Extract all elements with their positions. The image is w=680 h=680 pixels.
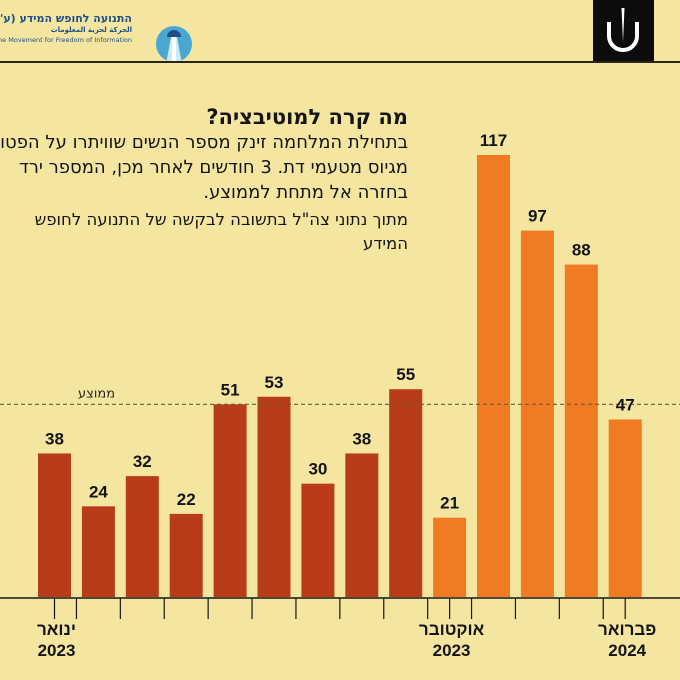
value-label-11: 97: [528, 207, 547, 226]
value-label-10: 117: [480, 131, 507, 150]
lighthouse-lamp-icon: [156, 26, 192, 62]
organization-logo: התנועה לחופש המידע (ע"ר) الحركة لحرية ال…: [0, 12, 192, 62]
value-label-3: 22: [177, 490, 196, 509]
header-divider: [0, 61, 680, 63]
value-label-7: 38: [352, 429, 371, 448]
text-panel: מה קרה למוטיבציה? בתחילת המלחמה זינק מספ…: [0, 104, 408, 256]
value-label-4: 51: [221, 380, 240, 399]
value-label-1: 24: [89, 482, 108, 501]
brand-logo: [593, 0, 654, 62]
source-text: מתוך נתוני צה"ל בתשובה לבקשה של התנועה ל…: [34, 210, 408, 253]
bar-10: [477, 155, 510, 597]
bar-12: [564, 264, 598, 597]
bar-8: [389, 389, 423, 597]
bar-3: [169, 513, 203, 597]
value-label-13: 47: [616, 395, 635, 414]
shin-logo-icon: [607, 8, 639, 52]
value-label-0: 38: [45, 429, 64, 448]
bar-9: [433, 517, 467, 597]
x-axis-month-label-1: אוקטובר: [419, 620, 485, 639]
value-label-5: 53: [265, 373, 284, 392]
headline: מה קרה למוטיבציה?: [206, 105, 408, 129]
bar-7: [345, 453, 379, 597]
logo-name-arabic: الحركة لحرية المعلومات: [50, 26, 132, 34]
bar-5: [257, 396, 291, 597]
body-text: בתחילת המלחמה זינק מספר הנשים שוויתרו על…: [0, 132, 408, 203]
value-label-12: 88: [572, 241, 591, 260]
x-axis-year-label-0: 2023: [38, 641, 76, 660]
value-label-8: 55: [396, 365, 415, 384]
bar-6: [301, 483, 335, 597]
x-axis-year-label-2: 2024: [608, 641, 646, 660]
bar-1: [81, 506, 115, 597]
value-label-2: 32: [133, 452, 152, 471]
x-axis-month-label-2: פברואר: [598, 620, 656, 639]
bar-4: [213, 404, 247, 597]
bar-13: [608, 419, 642, 597]
bar-11: [520, 230, 554, 598]
x-axis-year-label-1: 2023: [433, 641, 471, 660]
bar-0: [38, 453, 71, 597]
logo-name-hebrew: התנועה לחופש המידע (ע"ר): [0, 12, 132, 25]
value-label-9: 21: [440, 494, 459, 513]
bar-2: [125, 476, 159, 597]
value-label-6: 30: [308, 460, 327, 479]
logo-name-english: The Movement for Freedom of Information: [0, 36, 132, 44]
average-label: ממוצע: [78, 386, 115, 401]
x-axis-month-label-0: ינואר: [37, 620, 76, 639]
